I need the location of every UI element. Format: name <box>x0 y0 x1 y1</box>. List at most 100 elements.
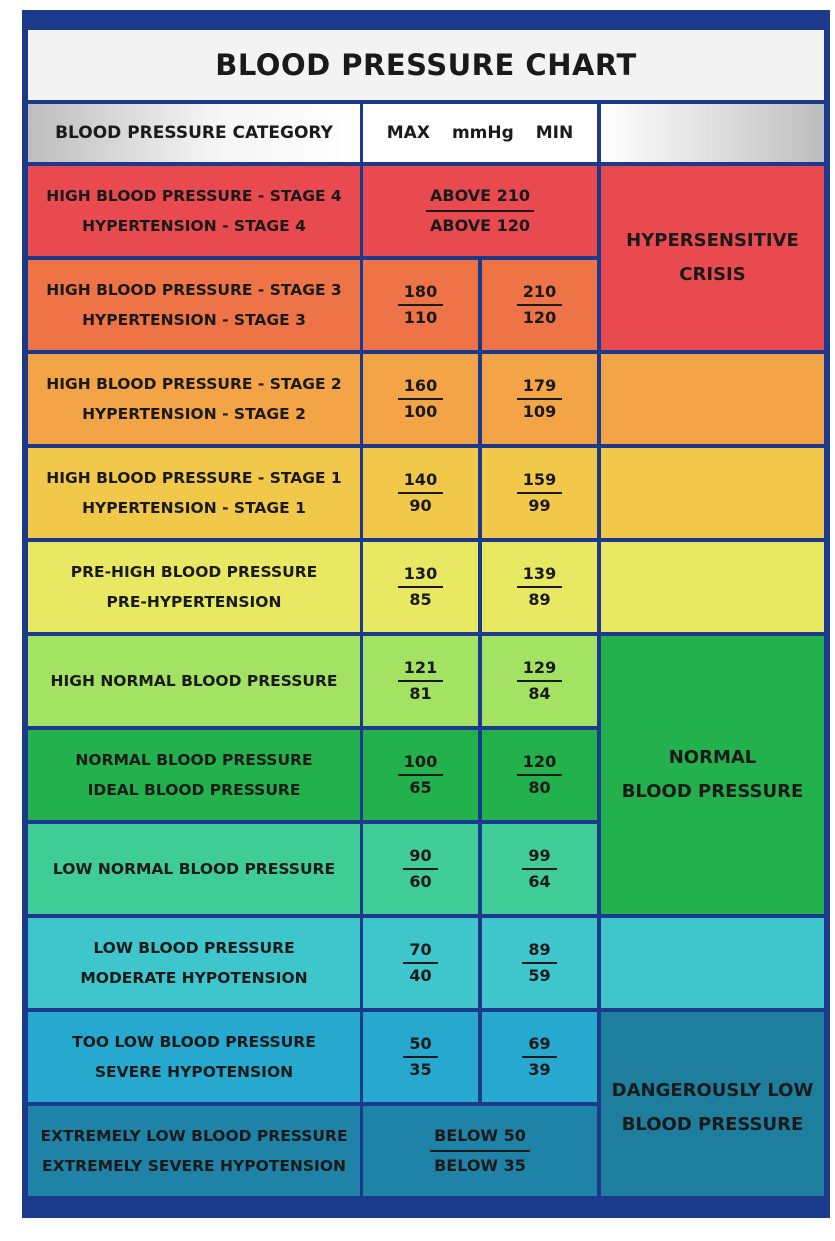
min-value-cell: 210 120 <box>482 260 597 350</box>
category-line-2: HYPERTENSION - STAGE 4 <box>82 217 306 235</box>
category-cell: EXTREMELY LOW BLOOD PRESSURE EXTREMELY SE… <box>28 1106 360 1196</box>
min-value-cell: 139 89 <box>482 542 597 632</box>
min-value-cell: 179 109 <box>482 354 597 444</box>
min-diastolic: 64 <box>528 872 551 891</box>
category-line-2: MODERATE HYPOTENSION <box>80 969 308 987</box>
group-cell <box>601 918 824 1008</box>
category-line-1: PRE-HIGH BLOOD PRESSURE <box>70 563 318 581</box>
category-cell: HIGH NORMAL BLOOD PRESSURE <box>28 636 360 726</box>
group-cell <box>601 354 824 444</box>
category-cell: PRE-HIGH BLOOD PRESSURE PRE-HYPERTENSION <box>28 542 360 632</box>
max-systolic: 50 <box>403 1032 438 1058</box>
group-cell: HYPERSENSITIVE CRISIS <box>601 166 824 350</box>
max-diastolic: 85 <box>409 590 432 609</box>
category-line-2: HYPERTENSION - STAGE 1 <box>82 499 306 517</box>
min-systolic: 139 <box>516 562 563 588</box>
max-diastolic: 35 <box>409 1060 432 1079</box>
category-cell: HIGH BLOOD PRESSURE - STAGE 1 HYPERTENSIO… <box>28 448 360 538</box>
range-cell: BELOW 50 BELOW 35 <box>363 1106 597 1196</box>
group-cell <box>601 448 824 538</box>
min-value-cell: 89 59 <box>482 918 597 1008</box>
min-systolic: 179 <box>516 374 563 400</box>
group-line-1: DANGEROUSLY LOW <box>611 1080 814 1101</box>
min-value-cell: 120 80 <box>482 730 597 820</box>
min-diastolic: 80 <box>528 778 551 797</box>
min-diastolic: 89 <box>528 590 551 609</box>
range-upper: ABOVE 210 <box>425 182 535 212</box>
min-systolic: 120 <box>516 750 563 776</box>
category-cell: LOW NORMAL BLOOD PRESSURE <box>28 824 360 914</box>
min-systolic: 69 <box>522 1032 557 1058</box>
group-cell: NORMAL BLOOD PRESSURE <box>601 636 824 914</box>
group-line-2: CRISIS <box>679 264 746 285</box>
group-cell: DANGEROUSLY LOW BLOOD PRESSURE <box>601 1012 824 1196</box>
max-diastolic: 60 <box>409 872 432 891</box>
max-value-cell: 100 65 <box>363 730 478 820</box>
category-line-1: EXTREMELY LOW BLOOD PRESSURE <box>40 1127 348 1145</box>
category-line-1: LOW NORMAL BLOOD PRESSURE <box>52 860 336 878</box>
min-value-cell: 99 64 <box>482 824 597 914</box>
category-line-2: SEVERE HYPOTENSION <box>94 1063 294 1081</box>
max-systolic: 90 <box>403 844 438 870</box>
max-value-cell: 160 100 <box>363 354 478 444</box>
min-diastolic: 39 <box>528 1060 551 1079</box>
category-line-1: HIGH NORMAL BLOOD PRESSURE <box>50 672 338 690</box>
min-systolic: 99 <box>522 844 557 870</box>
category-line-2: HYPERTENSION - STAGE 2 <box>82 405 306 423</box>
chart-title: BLOOD PRESSURE CHART <box>28 30 824 100</box>
category-cell: HIGH BLOOD PRESSURE - STAGE 3 HYPERTENSIO… <box>28 260 360 350</box>
min-value-cell: 159 99 <box>482 448 597 538</box>
max-value-cell: 121 81 <box>363 636 478 726</box>
header-category: BLOOD PRESSURE CATEGORY <box>28 104 360 162</box>
max-systolic: 130 <box>397 562 444 588</box>
category-line-1: NORMAL BLOOD PRESSURE <box>75 751 313 769</box>
category-cell: HIGH BLOOD PRESSURE - STAGE 2 HYPERTENSIO… <box>28 354 360 444</box>
header-mmhg: MAX mmHg MIN <box>363 104 597 162</box>
max-diastolic: 65 <box>409 778 432 797</box>
min-systolic: 129 <box>516 656 563 682</box>
max-value-cell: 180 110 <box>363 260 478 350</box>
category-line-2: IDEAL BLOOD PRESSURE <box>87 781 301 799</box>
category-line-1: LOW BLOOD PRESSURE <box>93 939 295 957</box>
min-diastolic: 59 <box>528 966 551 985</box>
category-line-2: EXTREMELY SEVERE HYPOTENSION <box>42 1157 346 1175</box>
max-value-cell: 130 85 <box>363 542 478 632</box>
max-value-cell: 140 90 <box>363 448 478 538</box>
max-diastolic: 81 <box>409 684 432 703</box>
header-blank <box>601 104 824 162</box>
category-line-1: HIGH BLOOD PRESSURE - STAGE 4 <box>46 187 342 205</box>
range-lower: BELOW 35 <box>434 1156 526 1175</box>
group-line-2: BLOOD PRESSURE <box>621 781 804 802</box>
min-diastolic: 99 <box>528 496 551 515</box>
max-systolic: 100 <box>397 750 444 776</box>
min-diastolic: 109 <box>522 402 557 421</box>
max-value-cell: 70 40 <box>363 918 478 1008</box>
category-cell: TOO LOW BLOOD PRESSURE SEVERE HYPOTENSION <box>28 1012 360 1102</box>
category-cell: HIGH BLOOD PRESSURE - STAGE 4 HYPERTENSIO… <box>28 166 360 256</box>
min-systolic: 210 <box>516 280 563 306</box>
group-line-2: BLOOD PRESSURE <box>621 1114 804 1135</box>
header-max: MAX <box>386 123 430 143</box>
min-diastolic: 84 <box>528 684 551 703</box>
category-line-1: HIGH BLOOD PRESSURE - STAGE 3 <box>46 281 342 299</box>
category-line-1: HIGH BLOOD PRESSURE - STAGE 2 <box>46 375 342 393</box>
category-cell: NORMAL BLOOD PRESSURE IDEAL BLOOD PRESSUR… <box>28 730 360 820</box>
group-line-1: HYPERSENSITIVE <box>626 230 799 251</box>
category-line-2: HYPERTENSION - STAGE 3 <box>82 311 306 329</box>
min-systolic: 159 <box>516 468 563 494</box>
category-line-1: TOO LOW BLOOD PRESSURE <box>72 1033 316 1051</box>
min-systolic: 89 <box>522 938 557 964</box>
max-diastolic: 90 <box>409 496 432 515</box>
max-diastolic: 40 <box>409 966 432 985</box>
min-value-cell: 129 84 <box>482 636 597 726</box>
category-cell: LOW BLOOD PRESSURE MODERATE HYPOTENSION <box>28 918 360 1008</box>
max-value-cell: 50 35 <box>363 1012 478 1102</box>
header-min: MIN <box>535 123 574 143</box>
max-value-cell: 90 60 <box>363 824 478 914</box>
group-cell <box>601 542 824 632</box>
max-systolic: 180 <box>397 280 444 306</box>
max-diastolic: 100 <box>403 402 438 421</box>
max-systolic: 140 <box>397 468 444 494</box>
min-diastolic: 120 <box>522 308 557 327</box>
range-cell: ABOVE 210 ABOVE 120 <box>363 166 597 256</box>
